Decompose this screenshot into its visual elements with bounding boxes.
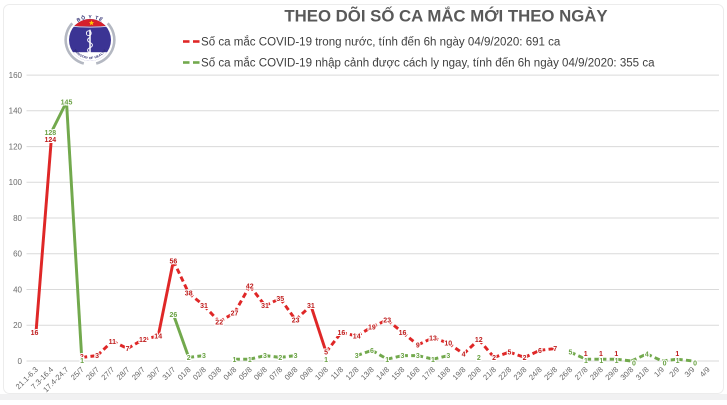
svg-text:1: 1	[584, 351, 588, 358]
svg-text:2: 2	[523, 355, 527, 362]
svg-text:9: 9	[416, 343, 420, 350]
svg-text:0: 0	[693, 360, 697, 367]
svg-text:THEO DÕI SỐ CA MẮC MỚI THEO NG: THEO DÕI SỐ CA MẮC MỚI THEO NGÀY	[284, 6, 607, 26]
svg-text:31: 31	[200, 303, 208, 310]
svg-text:3: 3	[416, 353, 420, 360]
svg-text:3: 3	[95, 353, 99, 360]
svg-text:4: 4	[462, 352, 466, 359]
svg-text:1: 1	[599, 351, 603, 358]
svg-text:12: 12	[475, 337, 483, 344]
svg-text:1: 1	[233, 357, 237, 364]
svg-text:BỘ Y TẾ: BỘ Y TẾ	[76, 13, 105, 24]
svg-text:7: 7	[126, 346, 130, 353]
svg-text:145: 145	[61, 100, 73, 107]
svg-text:20: 20	[13, 321, 22, 330]
svg-text:23: 23	[292, 318, 300, 325]
svg-text:16: 16	[31, 330, 39, 337]
svg-text:7: 7	[553, 346, 557, 353]
svg-text:5: 5	[568, 350, 572, 357]
svg-text:1: 1	[676, 358, 680, 365]
svg-text:26: 26	[170, 312, 178, 319]
svg-text:27: 27	[231, 310, 239, 317]
svg-text:120: 120	[9, 142, 23, 151]
svg-text:14: 14	[154, 334, 162, 341]
svg-text:1: 1	[431, 357, 435, 364]
svg-text:80: 80	[13, 214, 22, 223]
svg-text:19: 19	[368, 325, 376, 332]
svg-text:5: 5	[507, 350, 511, 357]
svg-text:40: 40	[13, 285, 22, 294]
svg-text:2: 2	[80, 354, 84, 361]
svg-text:3: 3	[263, 353, 267, 360]
svg-text:0: 0	[632, 360, 636, 367]
svg-text:2: 2	[477, 355, 481, 362]
svg-text:60: 60	[13, 250, 22, 259]
svg-text:1: 1	[615, 358, 619, 365]
svg-text:11: 11	[109, 339, 117, 346]
svg-text:1: 1	[599, 358, 603, 365]
svg-text:23: 23	[383, 318, 391, 325]
svg-text:2: 2	[278, 355, 282, 362]
svg-text:1: 1	[80, 358, 84, 365]
svg-text:6: 6	[538, 348, 542, 355]
svg-text:10: 10	[444, 341, 452, 348]
svg-text:Số ca mắc COVID-19 trong nước,: Số ca mắc COVID-19 trong nước, tính đến …	[201, 36, 561, 49]
svg-text:16: 16	[338, 330, 346, 337]
svg-text:128: 128	[44, 130, 56, 137]
svg-text:6: 6	[370, 348, 374, 355]
svg-text:3: 3	[294, 353, 298, 360]
svg-text:0: 0	[663, 360, 667, 367]
svg-text:1: 1	[675, 351, 679, 358]
svg-text:3: 3	[202, 353, 206, 360]
svg-text:31: 31	[261, 303, 269, 310]
svg-text:22: 22	[215, 319, 223, 326]
svg-text:4: 4	[645, 352, 649, 359]
svg-text:1: 1	[385, 357, 389, 364]
svg-text:1: 1	[584, 358, 588, 365]
svg-text:16: 16	[399, 330, 407, 337]
svg-text:140: 140	[9, 107, 23, 116]
svg-text:2: 2	[492, 355, 496, 362]
svg-text:3: 3	[355, 353, 359, 360]
svg-text:42: 42	[246, 284, 254, 291]
svg-text:1: 1	[248, 357, 252, 364]
svg-text:38: 38	[185, 291, 193, 298]
svg-text:14: 14	[353, 334, 361, 341]
svg-text:160: 160	[9, 71, 23, 80]
svg-text:35: 35	[276, 296, 284, 303]
svg-text:5: 5	[324, 350, 328, 357]
svg-text:12: 12	[139, 337, 147, 344]
svg-text:31: 31	[307, 303, 315, 310]
svg-text:124: 124	[44, 137, 56, 144]
svg-text:Số ca mắc COVID-19 nhập cảnh đ: Số ca mắc COVID-19 nhập cảnh được cách l…	[201, 57, 655, 70]
svg-text:56: 56	[170, 259, 178, 266]
svg-text:1: 1	[324, 357, 328, 364]
svg-text:3: 3	[446, 353, 450, 360]
svg-text:1: 1	[614, 351, 618, 358]
svg-text:2: 2	[187, 355, 191, 362]
svg-text:3: 3	[401, 353, 405, 360]
svg-text:0: 0	[18, 357, 23, 366]
svg-text:13: 13	[429, 335, 437, 342]
svg-text:100: 100	[9, 178, 23, 187]
